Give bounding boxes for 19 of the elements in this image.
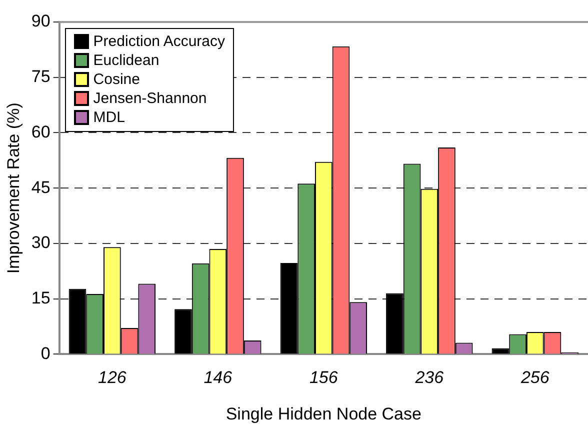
y-tick-label: 45 bbox=[31, 178, 50, 197]
y-tick-label: 15 bbox=[31, 288, 50, 308]
x-tick-label: 146 bbox=[204, 368, 233, 388]
x-tick-label: 126 bbox=[98, 368, 127, 388]
legend-label: Prediction Accuracy bbox=[93, 32, 226, 51]
legend-label: Euclidean bbox=[93, 51, 160, 70]
y-tick-label: 90 bbox=[31, 12, 50, 31]
x-tick-label: 156 bbox=[309, 368, 338, 388]
x-tick-label: 236 bbox=[414, 368, 444, 388]
x-axis-title: Single Hidden Node Case bbox=[226, 404, 422, 424]
legend-label: Cosine bbox=[93, 70, 140, 89]
legend-label: Jensen-Shannon bbox=[93, 89, 207, 108]
y-tick-label: 60 bbox=[31, 122, 50, 142]
y-axis-title: Improvement Rate (%) bbox=[4, 102, 23, 274]
y-tick-label: 30 bbox=[31, 233, 50, 252]
legend-label: MDL bbox=[93, 108, 125, 127]
y-tick-label: 0 bbox=[40, 344, 50, 363]
y-tick-label: 75 bbox=[31, 67, 50, 86]
x-tick-label: 256 bbox=[520, 368, 550, 388]
